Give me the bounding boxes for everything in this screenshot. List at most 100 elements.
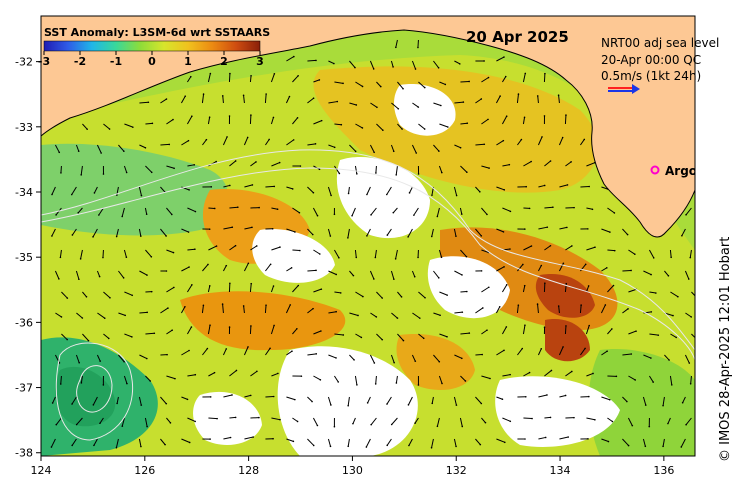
current-vector-head xyxy=(373,278,375,280)
current-vector-head xyxy=(591,208,594,211)
current-vector-head xyxy=(209,438,211,440)
current-vector xyxy=(459,207,463,215)
current-vector xyxy=(628,375,636,381)
current-vector-head xyxy=(121,425,124,427)
current-vector xyxy=(642,438,646,447)
current-vector-head xyxy=(229,184,231,187)
current-vector-head xyxy=(352,274,355,277)
current-vector-head xyxy=(250,74,252,77)
current-vector-head xyxy=(657,334,660,336)
current-vector-head xyxy=(125,256,128,259)
current-vector xyxy=(264,94,267,104)
current-vector-head xyxy=(312,191,315,194)
current-vector-head xyxy=(355,104,358,106)
current-vector-head xyxy=(360,336,363,339)
current-vector-head xyxy=(311,233,314,236)
current-vector xyxy=(181,266,190,272)
current-vector xyxy=(522,73,526,83)
current-vector-head xyxy=(66,297,69,299)
current-vector-head xyxy=(300,375,303,377)
current-vector-head xyxy=(446,294,448,296)
current-vector xyxy=(166,375,176,380)
current-vector-head xyxy=(298,211,301,214)
current-vector-head xyxy=(461,357,463,360)
current-vector-head xyxy=(376,106,378,109)
current-vector-head xyxy=(417,173,420,175)
current-vector-head xyxy=(466,122,469,125)
current-vector-head xyxy=(272,437,274,440)
current-vector-head xyxy=(316,214,319,217)
current-vector xyxy=(586,417,595,421)
current-vector-head xyxy=(351,214,353,217)
current-vector xyxy=(433,102,442,106)
current-vector xyxy=(181,350,190,356)
current-vector xyxy=(501,115,508,125)
current-vector-head xyxy=(252,436,255,438)
current-vector-head xyxy=(681,234,683,237)
current-vector-head xyxy=(122,277,125,279)
current-vector-head xyxy=(681,401,684,404)
current-vector-head xyxy=(255,161,257,163)
current-vector-head xyxy=(115,235,118,238)
current-vector xyxy=(118,144,125,152)
current-vector-head xyxy=(565,325,567,327)
current-vector xyxy=(496,349,505,356)
current-vector xyxy=(271,246,281,251)
current-vector-head xyxy=(613,249,616,252)
current-vector-head xyxy=(320,330,322,332)
current-vector-head xyxy=(580,304,582,306)
current-vector xyxy=(523,372,530,377)
current-vectors xyxy=(50,39,698,449)
current-vector xyxy=(433,354,440,363)
current-vector-head xyxy=(430,446,433,449)
current-vector xyxy=(481,417,486,423)
current-vector-head xyxy=(318,79,321,81)
current-vector-head xyxy=(379,85,382,88)
current-vector xyxy=(286,56,295,62)
current-vector-head xyxy=(644,445,647,448)
current-vector-head xyxy=(188,441,191,444)
current-vector-head xyxy=(611,420,614,423)
current-vector-head xyxy=(339,292,342,294)
current-vector xyxy=(537,136,543,146)
current-vector-head xyxy=(333,425,336,428)
current-vector-head xyxy=(393,361,395,364)
current-vector xyxy=(229,206,238,209)
colorbar: -3 -2 -1 0 1 2 3 xyxy=(38,40,264,68)
current-vector xyxy=(118,312,126,316)
current-vector xyxy=(460,332,470,335)
current-vector xyxy=(685,417,692,426)
current-vector-head xyxy=(188,266,190,268)
current-vector-head xyxy=(696,297,698,299)
current-vector xyxy=(166,329,173,335)
current-vector-head xyxy=(592,372,594,375)
current-vector xyxy=(517,264,524,272)
current-vector xyxy=(265,185,275,188)
current-vector-head xyxy=(546,394,548,396)
current-vector-head xyxy=(237,206,239,209)
current-vector-head xyxy=(171,329,173,331)
current-vector-head xyxy=(202,304,205,307)
current-vector-head xyxy=(431,402,434,405)
current-vector-head xyxy=(77,150,80,152)
current-vector xyxy=(75,144,80,152)
current-vector-head xyxy=(315,353,318,355)
current-vector xyxy=(453,228,457,237)
current-vector-head xyxy=(508,163,511,166)
current-vector-head xyxy=(299,249,301,252)
current-vector-head xyxy=(381,338,384,341)
current-vector xyxy=(669,249,672,258)
current-vector xyxy=(544,160,551,167)
current-vector xyxy=(460,122,468,125)
current-vector-head xyxy=(525,185,528,188)
current-vector-head xyxy=(81,317,84,319)
current-vector-head xyxy=(320,288,323,290)
current-vector xyxy=(355,291,364,298)
current-vector xyxy=(334,375,339,383)
current-vector xyxy=(313,375,321,381)
current-vector-head xyxy=(413,214,415,216)
current-vector xyxy=(349,354,355,361)
current-vector xyxy=(286,267,292,272)
current-vector-head xyxy=(167,307,169,309)
current-vector-head xyxy=(655,292,657,294)
